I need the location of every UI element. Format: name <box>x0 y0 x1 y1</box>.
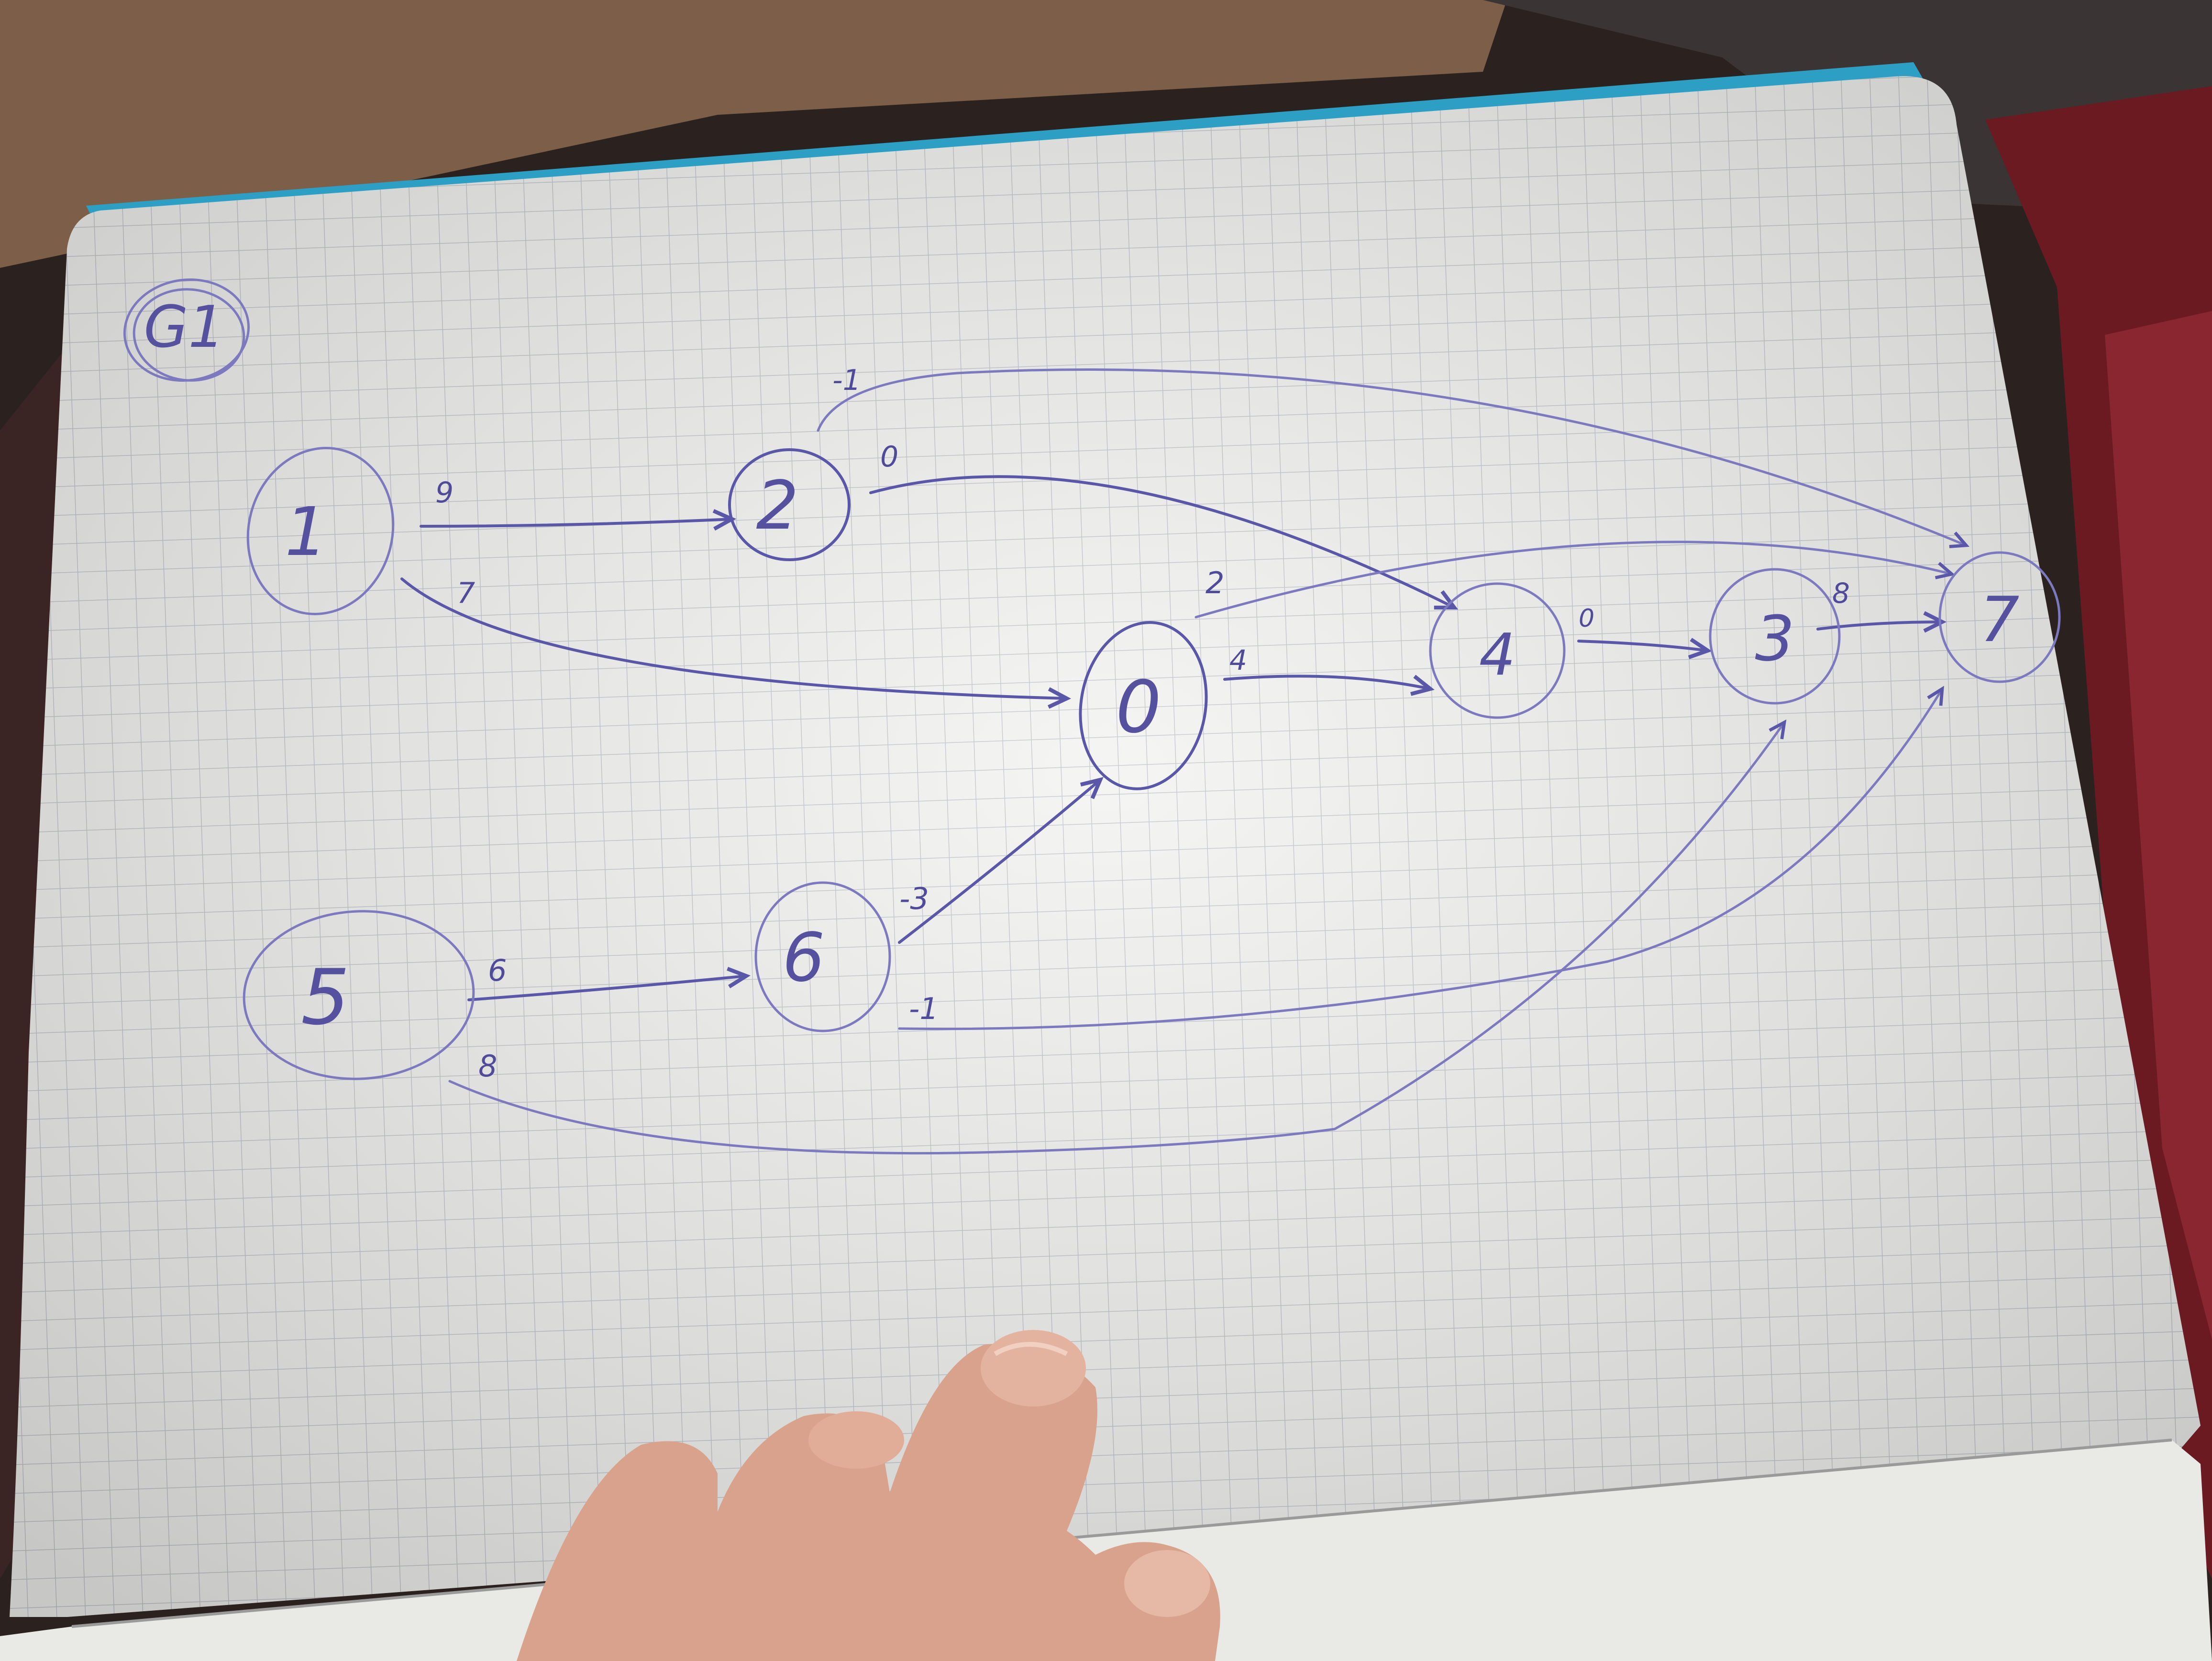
node-label: 2 <box>756 467 798 545</box>
edge-label: 7 <box>457 576 475 610</box>
edge-label: 8 <box>1832 577 1850 609</box>
hand <box>517 1330 1220 1661</box>
edge-0-4 <box>1223 675 1435 696</box>
edge-label: -3 <box>899 881 929 916</box>
edge-2-4 <box>869 475 1459 610</box>
edge-label: 0 <box>1579 604 1594 633</box>
edge-1-2 <box>420 509 737 531</box>
node-3: 3 <box>1709 568 1841 705</box>
node-2: 2 <box>728 448 851 561</box>
edge-3-7 <box>1816 611 1947 633</box>
node-label: 6 <box>782 919 825 997</box>
node-label: 7 <box>1980 583 2020 656</box>
node-1: 1 <box>246 447 395 615</box>
notebook-page <box>0 76 2212 1661</box>
node-label: 5 <box>301 952 350 1042</box>
node-7: 7 <box>1938 551 2061 683</box>
edge-label: -1 <box>909 991 939 1026</box>
edge-label: 4 <box>1229 644 1247 676</box>
node-6: 6 <box>754 881 891 1032</box>
edge-label: 8 <box>478 1049 497 1084</box>
edge-label: 2 <box>1206 565 1224 600</box>
node-4: 4 <box>1429 582 1566 719</box>
edge-4-3 <box>1577 638 1712 659</box>
edge-label: 0 <box>880 440 898 474</box>
edge-labels: 9 7 -1 0 2 4 0 8 6 -3 -1 8 <box>435 364 1850 1084</box>
node-0: 0 <box>1079 621 1208 790</box>
node-label: 4 <box>1479 622 1515 688</box>
edge-5-3 <box>448 719 1787 1155</box>
node-label: 3 <box>1755 602 1795 675</box>
edge-label: 6 <box>488 953 507 988</box>
edge-5-6 <box>467 967 751 1001</box>
edge-6-0 <box>898 777 1104 944</box>
edge-2-7 <box>817 368 1969 548</box>
edge-label: -1 <box>832 364 861 397</box>
node-label: 1 <box>285 493 327 571</box>
edge-label: 9 <box>435 476 453 509</box>
node-5: 5 <box>243 910 475 1080</box>
node-label: 0 <box>1116 666 1161 749</box>
edge-6-7 <box>898 686 1944 1030</box>
nodes: 1 2 0 4 3 7 5 6 <box>243 447 2061 1080</box>
edge-0-7 <box>1194 541 1956 619</box>
edge-1-0 <box>400 577 1072 709</box>
edges <box>400 368 1969 1155</box>
graph-title-text: G1 <box>144 294 224 361</box>
graph-title: G1 <box>123 278 250 382</box>
